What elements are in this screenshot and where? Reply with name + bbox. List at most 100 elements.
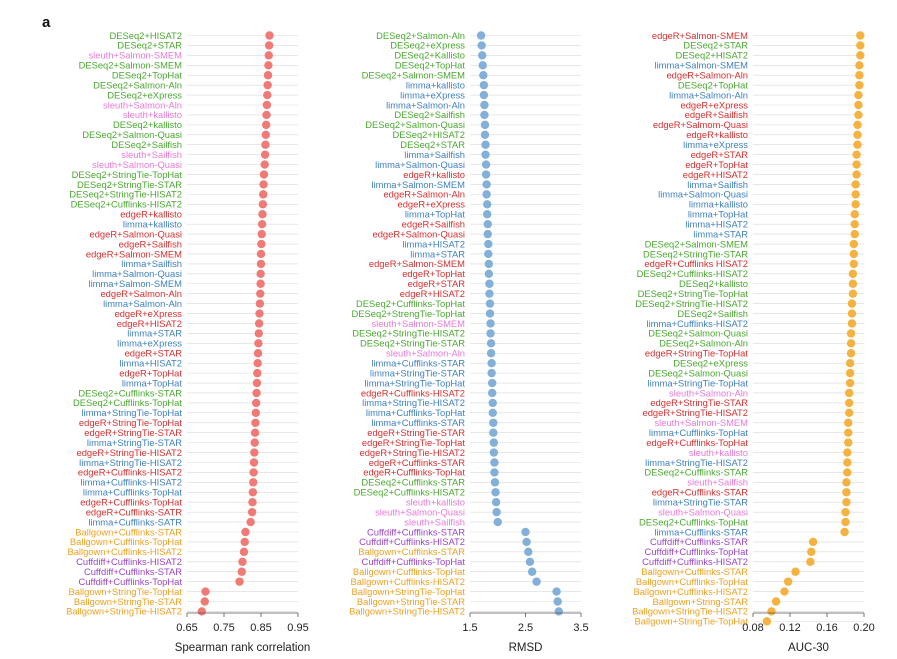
data-point <box>767 607 776 616</box>
method-label: limma+Cufflinks-STAR <box>371 417 465 428</box>
method-label: edgeR+STAR <box>691 149 749 160</box>
data-point <box>256 259 266 269</box>
data-point <box>253 368 262 378</box>
method-label: DESeq2+Sailfish <box>677 308 748 319</box>
method-label: DESeq2+Cufflinks-TopHat <box>356 298 465 309</box>
data-point <box>197 607 206 616</box>
method-label: DESeq2+Cufflinks-TopHat <box>73 397 182 408</box>
data-point <box>263 80 272 90</box>
x-tick-label: 0.75 <box>213 622 234 634</box>
data-point <box>848 279 858 288</box>
method-label: limma+Salmon-SMEM <box>654 60 748 71</box>
method-label: limma+TopHat <box>405 209 466 220</box>
method-label: edgeR+Cufflinks-STAR <box>369 457 466 468</box>
method-label: DESeq2+StringTie-TopHat <box>72 169 183 180</box>
data-point <box>484 269 494 279</box>
method-label: edgeR+Cufflinks-SATR <box>86 506 183 517</box>
data-point <box>235 577 244 586</box>
method-label: Ballgown+Cufflinks-STAR <box>358 546 465 557</box>
method-label: Ballgown+StringTie-HISAT2 <box>349 606 465 617</box>
data-point <box>492 507 501 517</box>
data-point <box>259 170 269 179</box>
method-label: edgeR+TopHat <box>119 367 182 378</box>
x-tick-label: 0.20 <box>853 622 874 634</box>
data-point <box>262 100 272 110</box>
data-point <box>480 130 490 139</box>
data-point <box>489 418 498 427</box>
method-label: DESeq2+StringTie-HISAT2 <box>635 298 748 309</box>
method-label: DESeq2+STAR <box>683 40 748 51</box>
method-label: edgeR+StringTie-STAR <box>84 427 182 438</box>
method-label: edgeR+Cufflinks-TopHat <box>646 437 748 448</box>
method-label: edgeR+Salmon-Aln <box>666 70 748 81</box>
method-label: edgeR+Cufflinks-HISAT2 <box>78 467 182 478</box>
data-point <box>532 577 541 586</box>
data-point <box>527 567 537 576</box>
method-label: limma+kallisto <box>123 218 182 229</box>
panel-label: a <box>42 14 51 31</box>
method-label: limma+StringTie-STAR <box>653 497 748 508</box>
method-label: Cuffdiff+Cufflinks-TopHat <box>79 576 183 587</box>
data-point <box>481 160 491 169</box>
data-point <box>488 378 497 388</box>
method-label: edgeR+Cufflinks-TopHat <box>363 467 465 478</box>
method-label: edgeR+StringTie-HISAT2 <box>359 447 465 458</box>
data-point <box>258 200 268 209</box>
method-label: DESeq2+HISAT2 <box>675 50 748 61</box>
data-point <box>489 448 499 457</box>
data-point <box>843 448 852 457</box>
method-label: DESeq2+eXpress <box>107 89 182 100</box>
data-point <box>807 547 816 557</box>
method-label: DESeq2+StringTie-STAR <box>643 248 748 259</box>
method-label: DESeq2+Cufflinks-TopHat <box>639 516 748 527</box>
x-axis-label: AUC-30 <box>788 642 829 654</box>
method-label: DESeq2+Cufflinks-STAR <box>644 467 748 478</box>
data-point <box>488 398 497 408</box>
method-label: DESeq2+Kallisto <box>394 50 465 61</box>
data-point <box>848 269 858 279</box>
method-label: edgeR+HISAT2 <box>400 288 465 299</box>
data-point <box>254 329 263 338</box>
data-point <box>264 41 274 50</box>
method-label: limma+Salmon-Quasi <box>375 159 465 170</box>
method-label: Cuffdiff+Cufflinks-STAR <box>367 526 465 537</box>
data-point <box>848 289 858 298</box>
method-label: limma+Sailfish <box>687 179 748 190</box>
data-point <box>486 339 496 348</box>
method-label: limma+HISAT2 <box>402 238 465 249</box>
method-label: Ballgown+StringTie-TopHat <box>351 586 465 597</box>
data-point <box>481 170 491 179</box>
method-label: Cuffdiff+Cufflinks-HISAT2 <box>642 556 748 567</box>
method-label: limma+eXpress <box>117 338 182 349</box>
data-point <box>854 110 863 120</box>
method-label: edgeR+kallisto <box>120 209 182 220</box>
method-label: edgeR+StringTie-STAR <box>367 427 465 438</box>
method-label: edgeR+HISAT2 <box>117 318 182 329</box>
data-point <box>852 170 861 179</box>
method-label: limma+StringTie-HISAT2 <box>645 457 748 468</box>
method-label: Ballgown+StringTie-HISAT2 <box>632 606 748 617</box>
method-label: DESeq2+TopHat <box>395 60 465 71</box>
data-point <box>257 229 266 239</box>
data-point <box>522 537 531 547</box>
data-point <box>476 31 486 40</box>
data-point <box>260 150 270 159</box>
method-label: edgeR+Cufflinks-STAR <box>652 487 749 498</box>
data-point <box>254 319 264 328</box>
data-point <box>248 488 258 497</box>
method-label: limma+StringTie-TopHat <box>82 407 183 418</box>
method-label: Cuffdiff+Cufflinks-TopHat <box>362 556 466 567</box>
method-label: edgeR+Sailfish <box>685 109 748 120</box>
data-point <box>853 140 862 149</box>
data-point <box>482 190 491 199</box>
data-point <box>485 299 495 308</box>
method-label: Cuffdiff+Cufflinks-STAR <box>84 566 182 577</box>
data-point <box>485 279 494 288</box>
data-point <box>257 219 267 229</box>
method-label: edgeR+Salmom-Quasi <box>653 119 748 130</box>
data-point <box>855 61 864 70</box>
data-point <box>851 190 860 199</box>
method-label: Ballgown+Cufflinks-TopHat <box>636 576 749 587</box>
data-point <box>847 309 857 318</box>
data-point <box>855 80 864 90</box>
